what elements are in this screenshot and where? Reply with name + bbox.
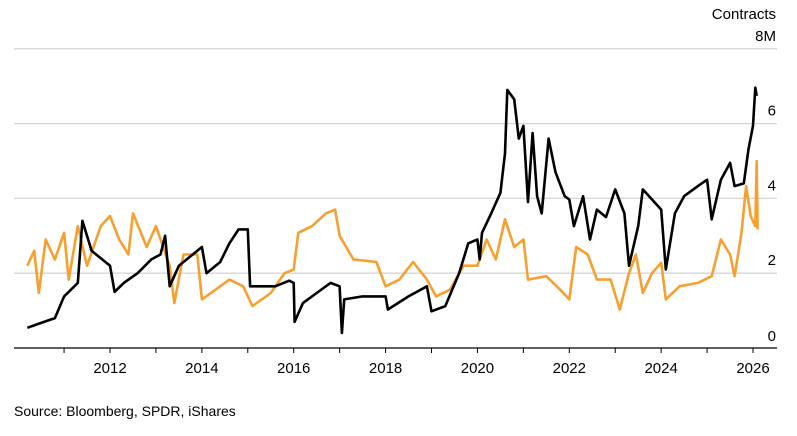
series-line-black (26, 86, 758, 335)
series-line-orange (26, 159, 759, 311)
x-tick-label: 2018 (369, 360, 402, 377)
x-tick-label: 2024 (644, 360, 677, 377)
y-tick-label: 2 (768, 252, 776, 269)
y-axis-title: Contracts (711, 6, 776, 23)
x-tick-label: 2016 (277, 360, 310, 377)
y-tick-label: 6 (768, 103, 776, 120)
x-tick-label: 2026 (736, 360, 769, 377)
x-tick-label: 2012 (93, 360, 126, 377)
x-tick-label: 2022 (553, 360, 586, 377)
x-tick-label: 2014 (185, 360, 218, 377)
source-note: Source: Bloomberg, SPDR, iShares (14, 403, 236, 419)
y-tick-label: 4 (768, 177, 776, 194)
y-tick-label: 0 (768, 328, 776, 345)
y-tick-label: 8M (755, 28, 776, 45)
x-tick-label: 2020 (461, 360, 494, 377)
